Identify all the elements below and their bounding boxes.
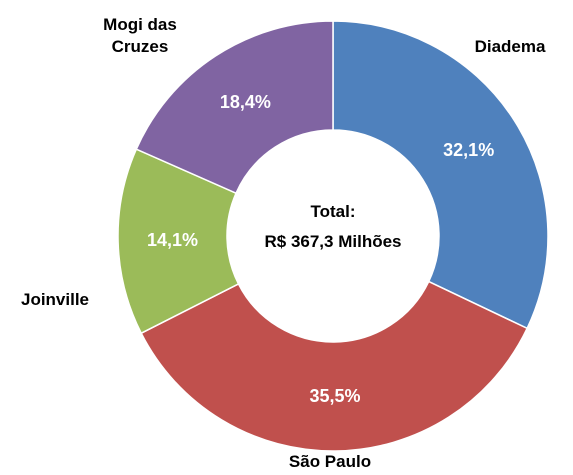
center-text: R$ 367,3 Milhões: [264, 232, 402, 251]
category-label: Mogi das Cruzes: [103, 15, 177, 56]
category-label: Diadema: [474, 37, 546, 56]
donut-slice: [332, 20, 549, 330]
value-label: 32,1%: [443, 140, 495, 161]
center-text: Total:: [310, 202, 356, 221]
donut-slice: [135, 20, 334, 195]
value-label: 14,1%: [147, 230, 199, 251]
category-label: São Paulo: [288, 452, 372, 471]
category-label: Joinville: [20, 290, 90, 309]
value-label: 18,4%: [219, 91, 271, 112]
donut-slice: [140, 280, 529, 452]
donut-slice: [117, 148, 240, 335]
value-label: 35,5%: [309, 386, 361, 407]
